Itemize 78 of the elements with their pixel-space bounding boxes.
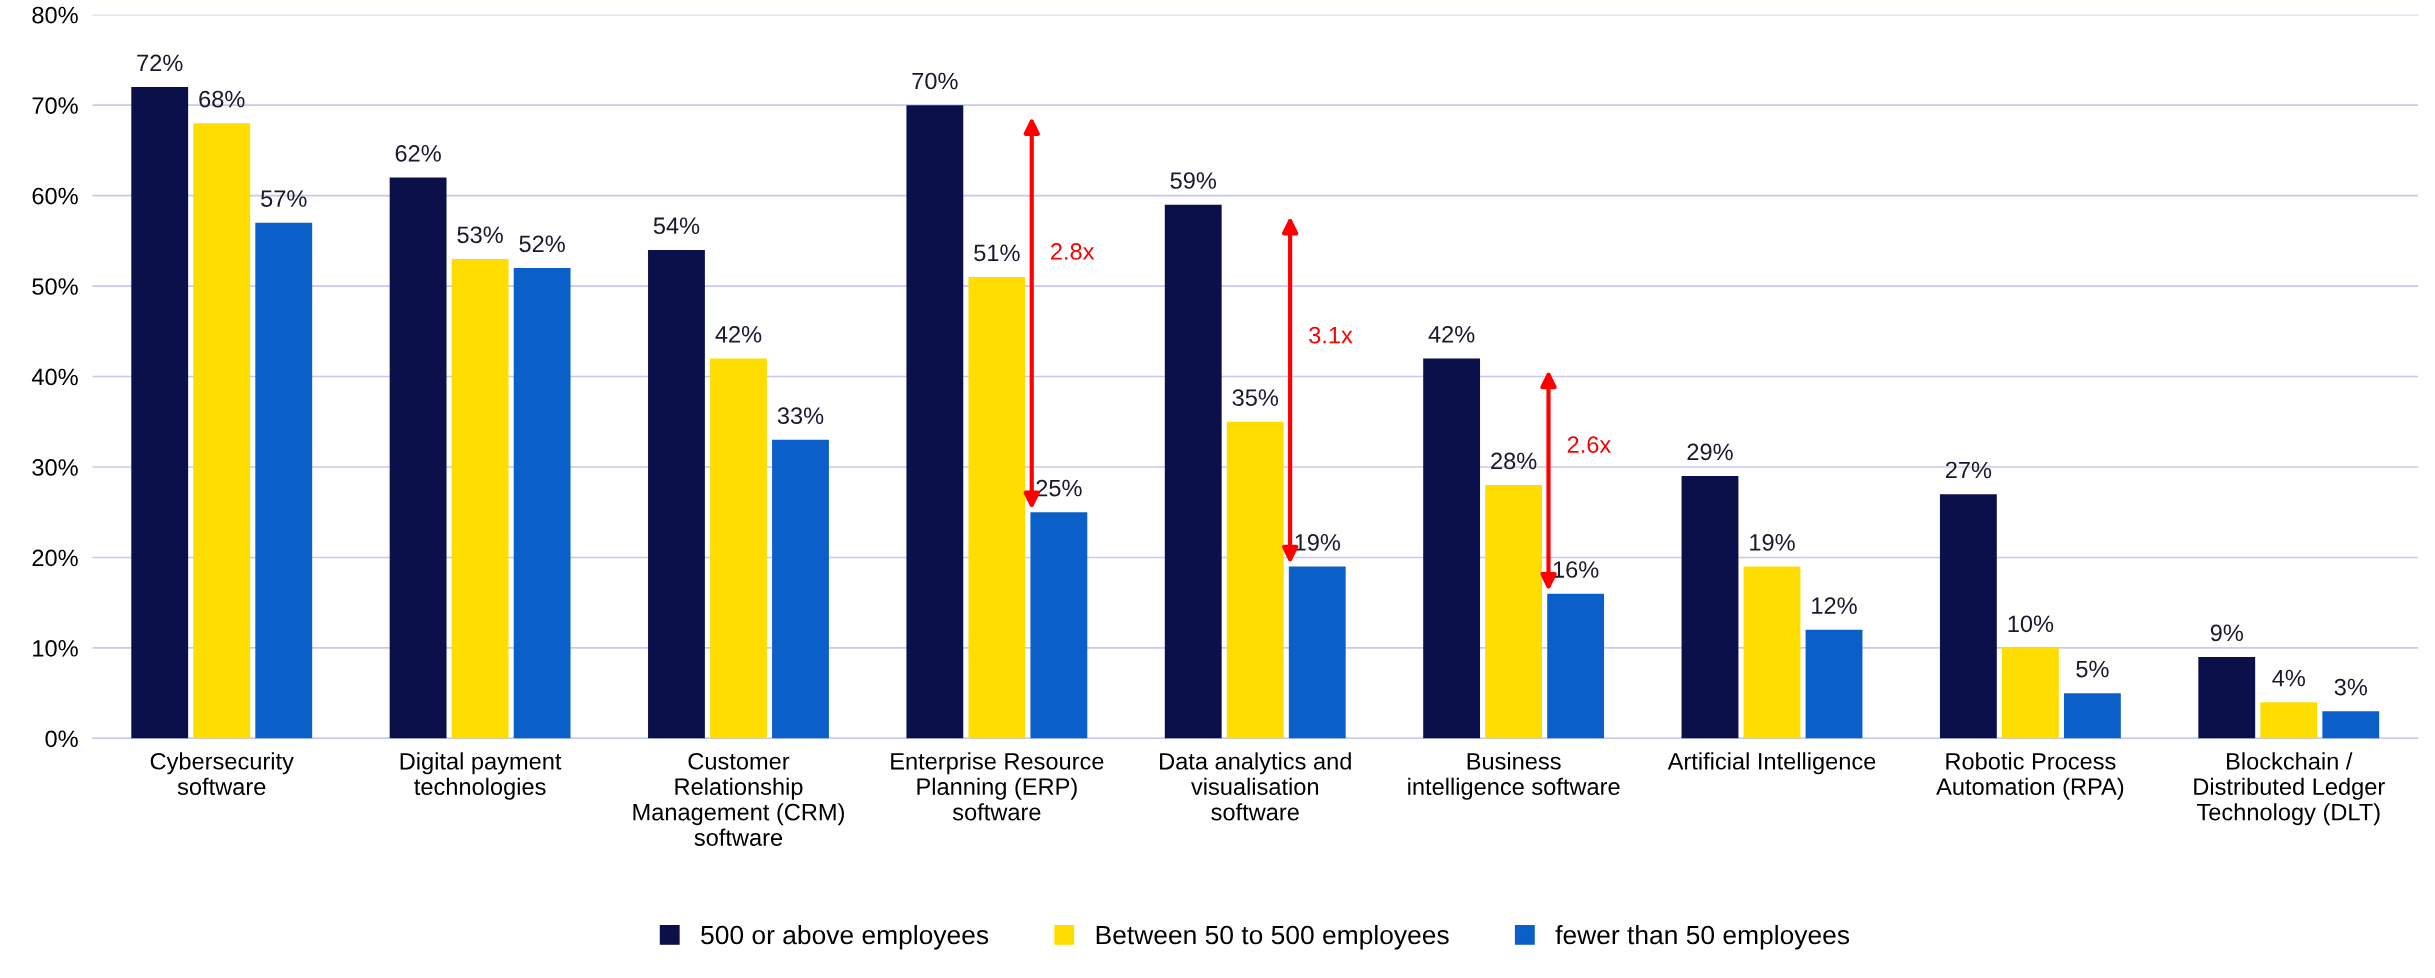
- bar: [2063, 693, 2121, 739]
- data-label: 25%: [1036, 479, 1082, 497]
- bar: [1423, 358, 1481, 739]
- bar: [255, 222, 313, 739]
- bar: [772, 439, 829, 739]
- data-label: 51%: [974, 244, 1020, 262]
- bar: [1939, 494, 1997, 739]
- data-label: 62%: [395, 145, 441, 162]
- data-label: 19%: [1750, 534, 1795, 551]
- data-label: 68%: [199, 90, 245, 108]
- bar: [1743, 566, 1801, 739]
- data-label: 35%: [1232, 389, 1279, 406]
- data-label: 57%: [261, 190, 307, 207]
- data-label: 16%: [1553, 561, 1599, 578]
- bar: [513, 267, 571, 739]
- y-tick-label: 40%: [31, 368, 78, 386]
- y-tick-label: 50%: [32, 278, 78, 295]
- y-tick-label: 70%: [32, 97, 78, 114]
- data-label: 10%: [2008, 615, 2054, 633]
- data-label: 9%: [2210, 624, 2243, 642]
- y-tick-label: 10%: [33, 639, 78, 657]
- x-tick-label: Blockchain / Distributed Ledger Technology (DLT): [2194, 752, 2385, 826]
- x-tick-label: Digital payment technologies: [400, 752, 562, 800]
- bar: [1805, 629, 1863, 739]
- x-tick-label: Business intelligence software: [1408, 752, 1620, 800]
- y-tick-label: 80%: [32, 6, 78, 24]
- bar: [1547, 593, 1605, 739]
- bar: [2198, 656, 2256, 739]
- bar: [193, 123, 251, 739]
- x-tick-label: Robotic Process Automation (RPA): [1936, 752, 2124, 800]
- bar: [2322, 711, 2380, 739]
- bar: [968, 277, 1026, 739]
- data-label: 3%: [2334, 678, 2367, 696]
- y-tick-label: 30%: [32, 459, 78, 476]
- data-label: 4%: [2272, 669, 2305, 687]
- x-tick-label: Enterprise Resource Planning (ERP) software: [891, 752, 1104, 821]
- bar: [1164, 204, 1222, 739]
- bar: [451, 258, 509, 739]
- bar: [1485, 485, 1543, 739]
- data-label: 5%: [2076, 660, 2109, 678]
- bar: [131, 87, 189, 739]
- bar: [1226, 421, 1284, 739]
- data-label: 33%: [777, 407, 824, 425]
- y-tick-label: 60%: [32, 187, 78, 205]
- bar: [710, 358, 767, 739]
- annotation: 2.8x: [1051, 243, 1095, 260]
- data-label: 42%: [715, 325, 762, 343]
- y-tick-label: 20%: [32, 549, 78, 567]
- annotation: 2.6x: [1567, 436, 1611, 453]
- x-tick-label: Artificial Intelligence: [1667, 752, 1876, 775]
- data-label: 70%: [912, 72, 958, 90]
- data-label: 59%: [1170, 172, 1217, 189]
- bar: [648, 249, 705, 739]
- bar: [1288, 566, 1346, 739]
- legend-label: 500 or above employees: [701, 924, 989, 950]
- bar: [906, 105, 964, 739]
- data-label: 42%: [1428, 325, 1475, 343]
- data-label: 27%: [1945, 461, 1992, 479]
- legend-label: fewer than 50 employees: [1555, 924, 1850, 950]
- bar: [1030, 512, 1088, 739]
- data-label: 29%: [1687, 443, 1733, 461]
- data-label: 72%: [137, 54, 183, 72]
- data-label: 52%: [519, 235, 565, 253]
- x-tick-label: Customer Relationship Management (CRM) software: [633, 752, 844, 846]
- data-label: 19%: [1295, 534, 1341, 551]
- bar: [389, 177, 447, 739]
- data-label: 28%: [1491, 452, 1537, 470]
- y-tick-label: 0%: [45, 730, 78, 748]
- data-label: 54%: [653, 217, 700, 235]
- x-tick-label: Cybersecurity software: [150, 752, 294, 796]
- annotation: 3.1x: [1309, 326, 1353, 344]
- bar: [1681, 476, 1739, 739]
- data-label: 12%: [1812, 597, 1857, 614]
- data-label: 53%: [457, 226, 503, 244]
- x-tick-label: Data analytics and visualisation software: [1160, 752, 1351, 821]
- legend-label: Between 50 to 500 employees: [1096, 924, 1449, 950]
- bar: [2001, 647, 2059, 739]
- bar: [2260, 702, 2318, 739]
